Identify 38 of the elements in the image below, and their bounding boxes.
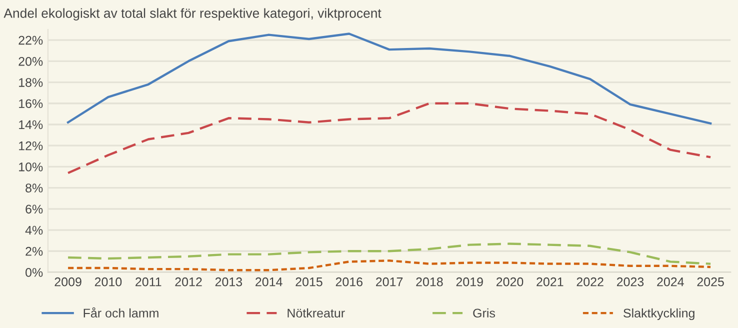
- y-tick-label: 2%: [26, 246, 43, 256]
- line-series: [66, 32, 712, 125]
- x-tick-label: 2023: [616, 277, 644, 286]
- line-series: [66, 102, 712, 174]
- x-tick-label: 2010: [94, 277, 122, 286]
- x-tick-label: 2025: [697, 277, 724, 286]
- y-tick-label: 18%: [19, 78, 43, 87]
- y-tick-label: 22%: [18, 36, 43, 45]
- x-tick-label: 2024: [657, 277, 684, 286]
- x-tick-label: 2011: [136, 277, 162, 286]
- chart-title: Andel ekologiskt av total slakt för respektive kategori, viktprocent: [4, 8, 382, 20]
- y-tick-label: 14%: [19, 120, 43, 130]
- line-series: [66, 260, 712, 272]
- x-tick-label: 2012: [175, 277, 202, 286]
- x-tick-label: 2019: [456, 277, 483, 286]
- x-tick-label: 2020: [496, 277, 524, 286]
- y-tick-label: 12%: [19, 141, 43, 150]
- legend-label: Nötkreatur: [288, 308, 345, 318]
- y-tick-label: 8%: [26, 184, 43, 192]
- y-tick-label: 6%: [26, 204, 43, 214]
- x-tick-label: 2015: [296, 277, 322, 286]
- y-tick-label: 10%: [19, 162, 43, 172]
- x-tick-label: 2018: [416, 277, 443, 286]
- legend-label: Gris: [473, 308, 496, 318]
- x-tick-label: 2009: [54, 277, 82, 286]
- x-tick-label: 2022: [576, 277, 604, 286]
- y-tick-label: 16%: [19, 99, 43, 108]
- x-tick-label: 2016: [336, 277, 362, 286]
- x-tick-label: 2014: [256, 277, 282, 286]
- y-tick-label: 4%: [25, 226, 43, 235]
- legend-label: Slaktkyckling: [624, 308, 694, 320]
- x-tick-label: 2013: [215, 277, 242, 286]
- x-tick-label: 2017: [376, 277, 403, 286]
- y-tick-label: 20%: [18, 56, 43, 66]
- line-series: [66, 242, 712, 265]
- x-tick-label: 2021: [536, 277, 564, 286]
- legend-label: Får och lamm: [84, 307, 158, 318]
- y-tick-label: 0%: [26, 268, 43, 277]
